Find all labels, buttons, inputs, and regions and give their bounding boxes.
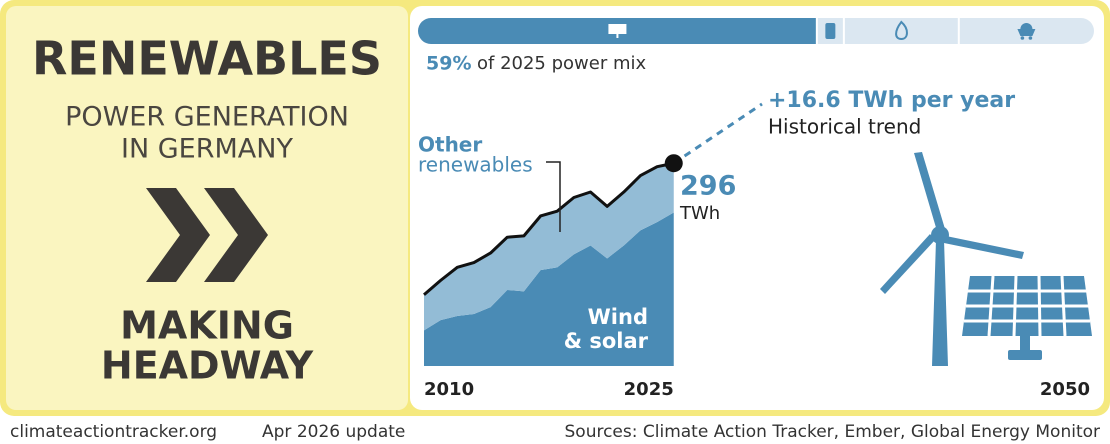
series-label: renewables xyxy=(418,153,533,177)
footer-sources: Sources: Climate Action Tracker, Ember, … xyxy=(565,422,1101,442)
coal-icon xyxy=(1020,36,1025,40)
trend-line xyxy=(672,102,763,165)
trend-label: +16.6 TWh per year xyxy=(768,88,1015,113)
area xyxy=(424,163,674,331)
footer-site: climateactiontracker.org xyxy=(10,422,217,442)
status-text: MAKING xyxy=(120,304,294,348)
series-label: Wind xyxy=(588,305,648,329)
solar-icon xyxy=(608,24,627,34)
total-value: 296 xyxy=(680,171,736,202)
flame-icon xyxy=(895,20,908,41)
x-tick-label: 2050 xyxy=(1040,379,1090,400)
wind-turbine-icon xyxy=(880,152,1024,366)
panel-subtitle: POWER GENERATION xyxy=(65,102,349,133)
barrel-icon xyxy=(825,23,836,39)
solar-panel-icon xyxy=(962,275,1092,360)
mix-share-label: 59% xyxy=(426,53,471,75)
left-panel xyxy=(6,6,408,410)
leader-line xyxy=(546,161,561,232)
chart: 2010 2025 2050 xyxy=(423,102,1090,400)
series-label: & solar xyxy=(564,329,649,353)
x-tick-label: 2010 xyxy=(424,379,474,400)
solar-icon xyxy=(616,34,619,38)
coal-icon xyxy=(1028,36,1033,40)
total-unit: TWh xyxy=(679,203,720,224)
total-line xyxy=(423,161,675,296)
panel-subtitle: IN GERMANY xyxy=(121,134,293,165)
series-label: Other xyxy=(418,133,482,157)
end-point xyxy=(664,154,683,173)
panel-title: RENEWABLES xyxy=(32,32,382,86)
power-mix-bar xyxy=(418,18,1094,44)
status-text: HEADWAY xyxy=(101,344,314,388)
x-tick-label: 2025 xyxy=(624,379,674,400)
trend-caption: Historical trend xyxy=(768,115,921,139)
coal-icon xyxy=(1017,23,1036,36)
area xyxy=(424,212,674,366)
chevrons-icon xyxy=(146,188,268,282)
mix-caption: of 2025 power mix xyxy=(477,53,646,74)
footer-update: Apr 2026 update xyxy=(262,422,405,442)
